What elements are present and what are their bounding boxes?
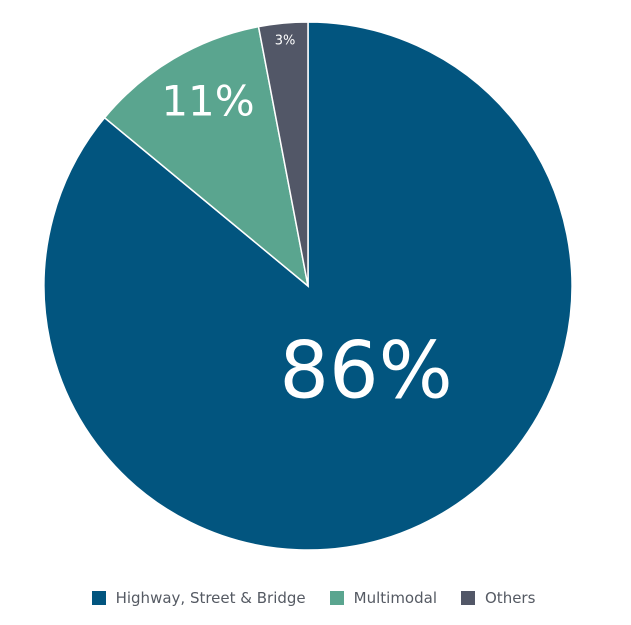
legend-swatch-highway <box>91 591 106 605</box>
pie-slice-multimodal[interactable] <box>103 25 310 288</box>
legend-item-highway[interactable]: Highway, Street & Bridge <box>91 589 306 607</box>
legend-item-multimodal[interactable]: Multimodal <box>329 589 437 607</box>
data-label-highway: 86% <box>279 326 452 416</box>
data-label-others: 3% <box>275 34 296 49</box>
legend-label-others: Others <box>485 589 536 607</box>
chart-legend: Highway, Street & Bridge Multimodal Othe… <box>0 584 631 612</box>
legend-label-highway: Highway, Street & Bridge <box>115 589 306 607</box>
legend-label-multimodal: Multimodal <box>353 589 437 607</box>
legend-item-others[interactable]: Others <box>461 589 535 607</box>
legend-swatch-others <box>461 591 475 605</box>
pie-slice-others[interactable] <box>257 21 309 287</box>
data-label-multimodal: 11% <box>161 77 254 126</box>
pie-chart: 86% 11% 3% <box>43 21 573 551</box>
legend-swatch-multimodal <box>329 591 344 605</box>
